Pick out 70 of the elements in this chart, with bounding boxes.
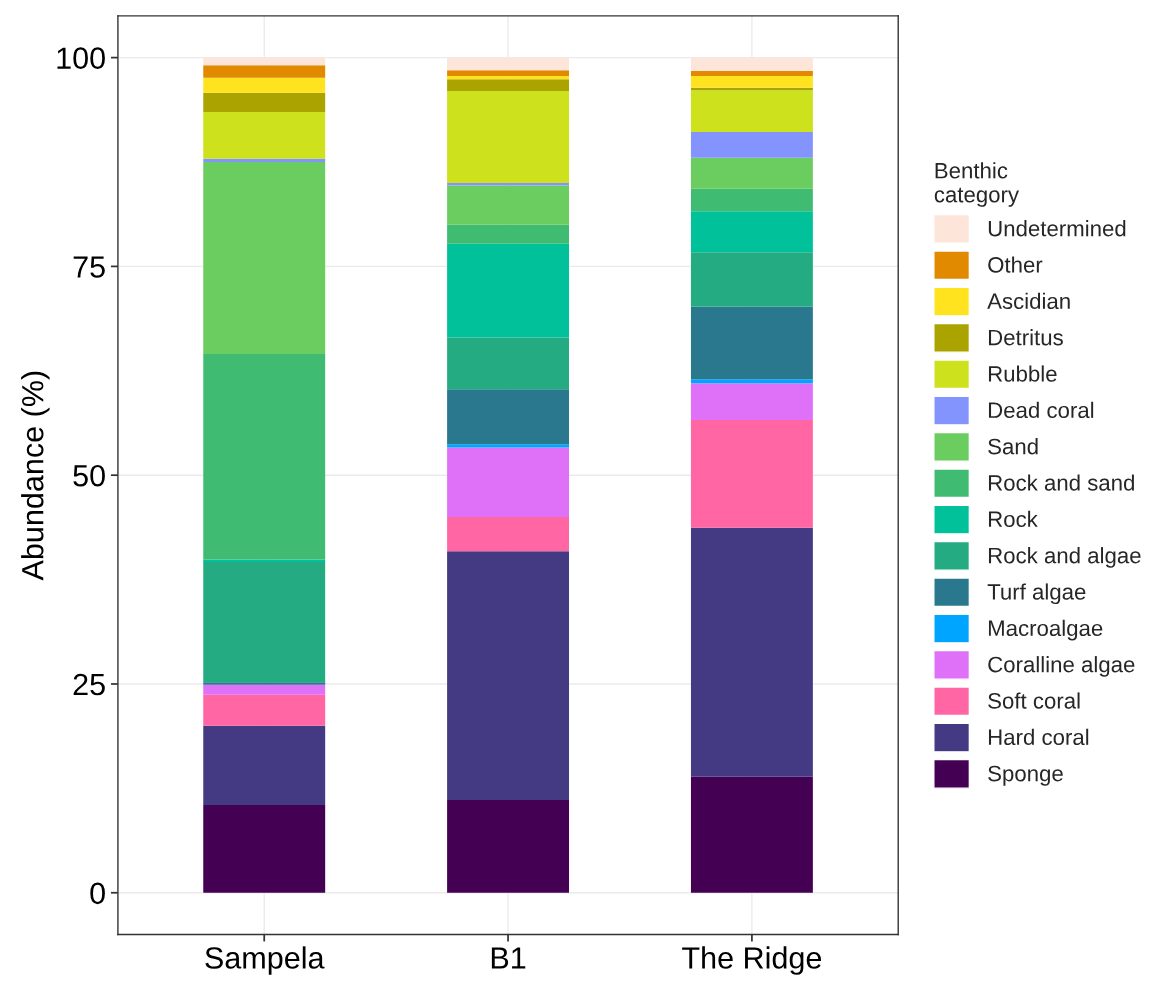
bar — [447, 551, 570, 801]
bar — [447, 243, 570, 338]
bar — [447, 75, 570, 80]
bar — [203, 725, 326, 806]
bar — [203, 111, 326, 159]
bar — [690, 306, 813, 380]
bar — [447, 224, 570, 244]
bar — [690, 379, 813, 384]
x-tick-label: The Ridge — [682, 946, 822, 975]
legend-label: Sponge — [988, 765, 1063, 786]
legend-label: Rubble — [988, 365, 1057, 382]
bar — [203, 162, 326, 355]
bar — [203, 694, 326, 726]
legend-label: Sand — [988, 438, 1038, 455]
bar — [447, 516, 570, 552]
legend-label: Macroalgae — [988, 619, 1103, 641]
legend-label: Undetermined — [988, 220, 1126, 237]
y-tick-label: 75 — [73, 256, 105, 278]
bar — [203, 354, 326, 560]
bar — [690, 188, 813, 212]
bar — [690, 211, 813, 253]
bar — [447, 337, 570, 390]
bar — [690, 383, 813, 421]
bar — [690, 57, 813, 71]
y-tick-label: 100 — [57, 47, 105, 69]
bar — [690, 131, 813, 158]
legend-label: Detritus — [988, 329, 1063, 346]
bar — [447, 57, 570, 71]
legend-title: Benthic category — [934, 162, 1020, 207]
bar — [203, 65, 326, 78]
legend-label: Rock and sand — [988, 474, 1134, 491]
bar — [203, 805, 326, 893]
bar — [690, 70, 813, 76]
bar — [203, 562, 326, 683]
bar — [203, 158, 326, 163]
legend-label: Dead coral — [988, 401, 1094, 419]
legend-label: Coralline algae — [988, 656, 1135, 677]
legend-label: Other — [988, 256, 1043, 273]
y-axis-title: Abundance (%) — [21, 371, 50, 581]
legend-label: Hard coral — [988, 728, 1089, 746]
legend-label: Soft coral — [988, 692, 1080, 709]
legend-label: Rock — [988, 510, 1038, 528]
legend-label: Rock and algae — [988, 547, 1141, 568]
legend-label: Ascidian — [987, 292, 1070, 310]
y-tick-label: 25 — [73, 673, 105, 696]
y-tick-label: 0 — [90, 882, 105, 905]
bar — [447, 444, 570, 448]
bar — [203, 57, 326, 66]
bar — [447, 185, 570, 225]
bar — [690, 157, 813, 189]
bar — [447, 70, 570, 76]
bar — [203, 684, 326, 695]
bar — [690, 75, 813, 88]
legend-label: Turf algae — [987, 583, 1086, 605]
x-tick-label: Sampela — [205, 946, 325, 975]
bar — [690, 90, 813, 132]
bar — [690, 252, 813, 307]
bar — [447, 800, 570, 893]
bar — [447, 91, 570, 183]
bar — [690, 776, 813, 893]
x-tick-label: B1 — [491, 947, 526, 969]
bar — [203, 77, 326, 93]
bar — [203, 682, 326, 685]
y-tick-label: 50 — [73, 464, 105, 487]
bar — [447, 389, 570, 445]
bar — [447, 79, 570, 92]
bar — [690, 527, 813, 777]
bar — [690, 420, 813, 528]
bar — [447, 447, 570, 517]
bar — [203, 92, 326, 112]
